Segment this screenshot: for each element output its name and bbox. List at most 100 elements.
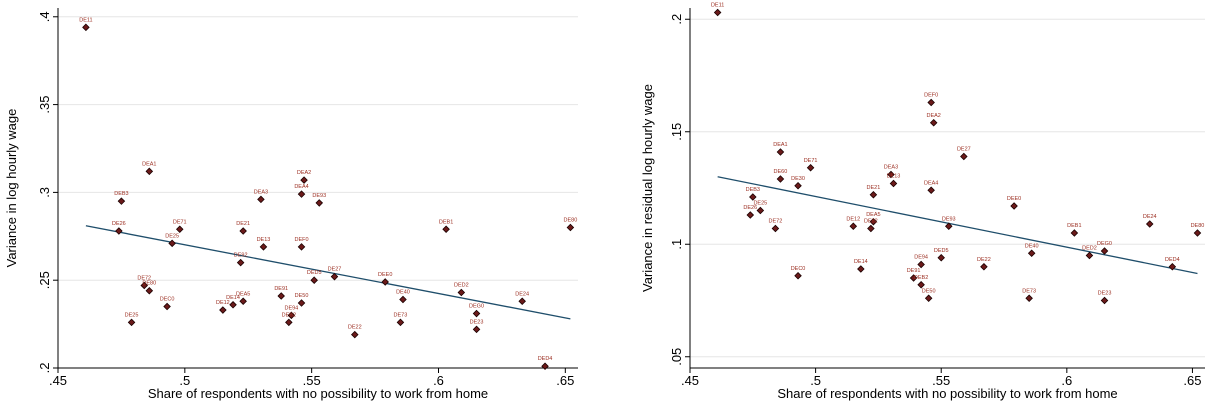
- data-point-label: DE11: [711, 3, 724, 9]
- data-point-label: DEA4: [924, 180, 938, 186]
- data-point-marker: [867, 224, 875, 233]
- data-point-marker: [472, 309, 481, 318]
- data-point-label: DED4: [538, 356, 553, 362]
- y-tick-label: .3: [37, 187, 52, 198]
- y-tick-label: .2: [669, 14, 684, 25]
- data-point-label: DE80: [564, 218, 578, 224]
- x-tick-label: .45: [49, 373, 67, 388]
- data-point-label: DE13: [887, 174, 901, 180]
- data-point-marker: [776, 148, 785, 156]
- data-point-label: DEA1: [773, 142, 787, 148]
- data-point-label: DE72: [769, 219, 783, 225]
- data-point-marker: [330, 272, 339, 281]
- data-point-label: DE72: [137, 275, 151, 281]
- data-point-marker: [257, 195, 265, 204]
- x-tick-label: .5: [179, 373, 190, 388]
- data-point-label: DE25: [165, 233, 179, 239]
- data-point-marker: [300, 176, 308, 184]
- data-point-label: DEA5: [866, 212, 880, 218]
- data-point-marker: [239, 227, 247, 235]
- data-point-marker: [917, 260, 925, 269]
- data-point-marker: [442, 225, 450, 234]
- data-point-marker: [277, 292, 285, 300]
- data-point-label: DEG0: [1097, 241, 1112, 247]
- data-point-marker: [115, 227, 123, 235]
- data-point-marker: [889, 179, 898, 188]
- x-tick-label: .55: [303, 373, 321, 388]
- data-point-marker: [756, 206, 765, 215]
- y-tick-label: .35: [37, 96, 52, 114]
- data-point-label: DE60: [774, 169, 788, 175]
- data-point-marker: [239, 297, 247, 306]
- data-point-marker: [927, 186, 935, 195]
- data-point-label: DEE0: [1007, 196, 1021, 202]
- y-tick-label: .4: [37, 11, 52, 22]
- data-point-label: DE12: [846, 216, 860, 222]
- data-point-label: DE22: [348, 325, 362, 331]
- data-point-label: DE24: [1143, 214, 1157, 220]
- data-point-marker: [1010, 202, 1018, 210]
- data-point-label: DEB1: [439, 219, 453, 225]
- data-point-marker: [1193, 229, 1202, 237]
- data-point-marker: [1145, 220, 1154, 228]
- data-point-marker: [310, 276, 318, 284]
- data-point-marker: [776, 175, 785, 183]
- data-point-label: DE30: [791, 176, 805, 182]
- data-point-label: DE93: [312, 193, 326, 199]
- data-point-label: DE93: [942, 216, 956, 222]
- data-point-marker: [794, 181, 802, 190]
- x-tick-label: .65: [556, 373, 574, 388]
- data-point-label: DED5: [307, 270, 322, 276]
- y-tick-label: .2: [37, 363, 52, 374]
- data-point-label: DE94: [914, 255, 928, 261]
- data-point-label: DEA3: [884, 165, 898, 171]
- data-point-label: DEA2: [297, 170, 311, 176]
- data-point-label: DE40: [1025, 243, 1039, 249]
- data-point-label: DE27: [328, 267, 342, 273]
- x-tick-label: .65: [1183, 373, 1201, 388]
- data-point-marker: [1100, 296, 1109, 305]
- data-point-marker: [909, 274, 918, 282]
- data-point-label: DE12: [216, 300, 230, 306]
- data-point-marker: [869, 190, 878, 199]
- data-point-label: DE71: [173, 219, 187, 225]
- x-axis-title: Share of respondents with no possibility…: [777, 386, 1117, 401]
- data-point-marker: [849, 222, 858, 231]
- data-point-label: DEA2: [926, 113, 940, 119]
- data-point-marker: [541, 362, 549, 371]
- data-point-label: DEB2: [914, 275, 928, 281]
- data-point-label: DEB2: [282, 312, 296, 318]
- data-point-marker: [1168, 262, 1177, 271]
- data-point-marker: [1025, 294, 1033, 303]
- data-point-label: DED2: [1082, 246, 1097, 252]
- data-point-marker: [1070, 229, 1079, 237]
- y-tick-label: .15: [669, 123, 684, 141]
- data-point-label: DE23: [470, 319, 484, 325]
- data-point-label: DE14: [226, 295, 240, 301]
- data-point-label: DE50: [922, 288, 936, 294]
- data-point-label: DE14: [854, 259, 868, 265]
- data-point-marker: [566, 223, 575, 232]
- data-point-label: DE26: [112, 221, 126, 227]
- data-point-label: DE40: [396, 290, 410, 296]
- data-point-marker: [381, 278, 389, 286]
- data-point-label: DE94: [284, 305, 298, 311]
- data-point-marker: [140, 281, 149, 290]
- x-tick-label: .6: [1061, 373, 1072, 388]
- data-point-marker: [929, 118, 938, 127]
- data-point-label: DE27: [957, 147, 971, 153]
- data-point-label: DE92: [234, 253, 248, 259]
- data-point-marker: [285, 318, 293, 327]
- data-point-marker: [960, 152, 968, 161]
- data-point-marker: [749, 193, 757, 201]
- data-point-label: DE21: [236, 221, 250, 227]
- data-point-marker: [944, 222, 953, 231]
- panel-right-variance-residual-log-wage: .05 .1 .15 .2 .45 .5 .55 .6 .65 Share of responde…: [640, 3, 1205, 401]
- x-tick-label: .55: [932, 373, 950, 388]
- data-point-marker: [1027, 249, 1036, 258]
- data-point-marker: [457, 288, 466, 297]
- data-point-marker: [287, 311, 296, 320]
- data-point-label: DE26: [743, 205, 757, 211]
- data-point-label: DE92: [864, 219, 878, 225]
